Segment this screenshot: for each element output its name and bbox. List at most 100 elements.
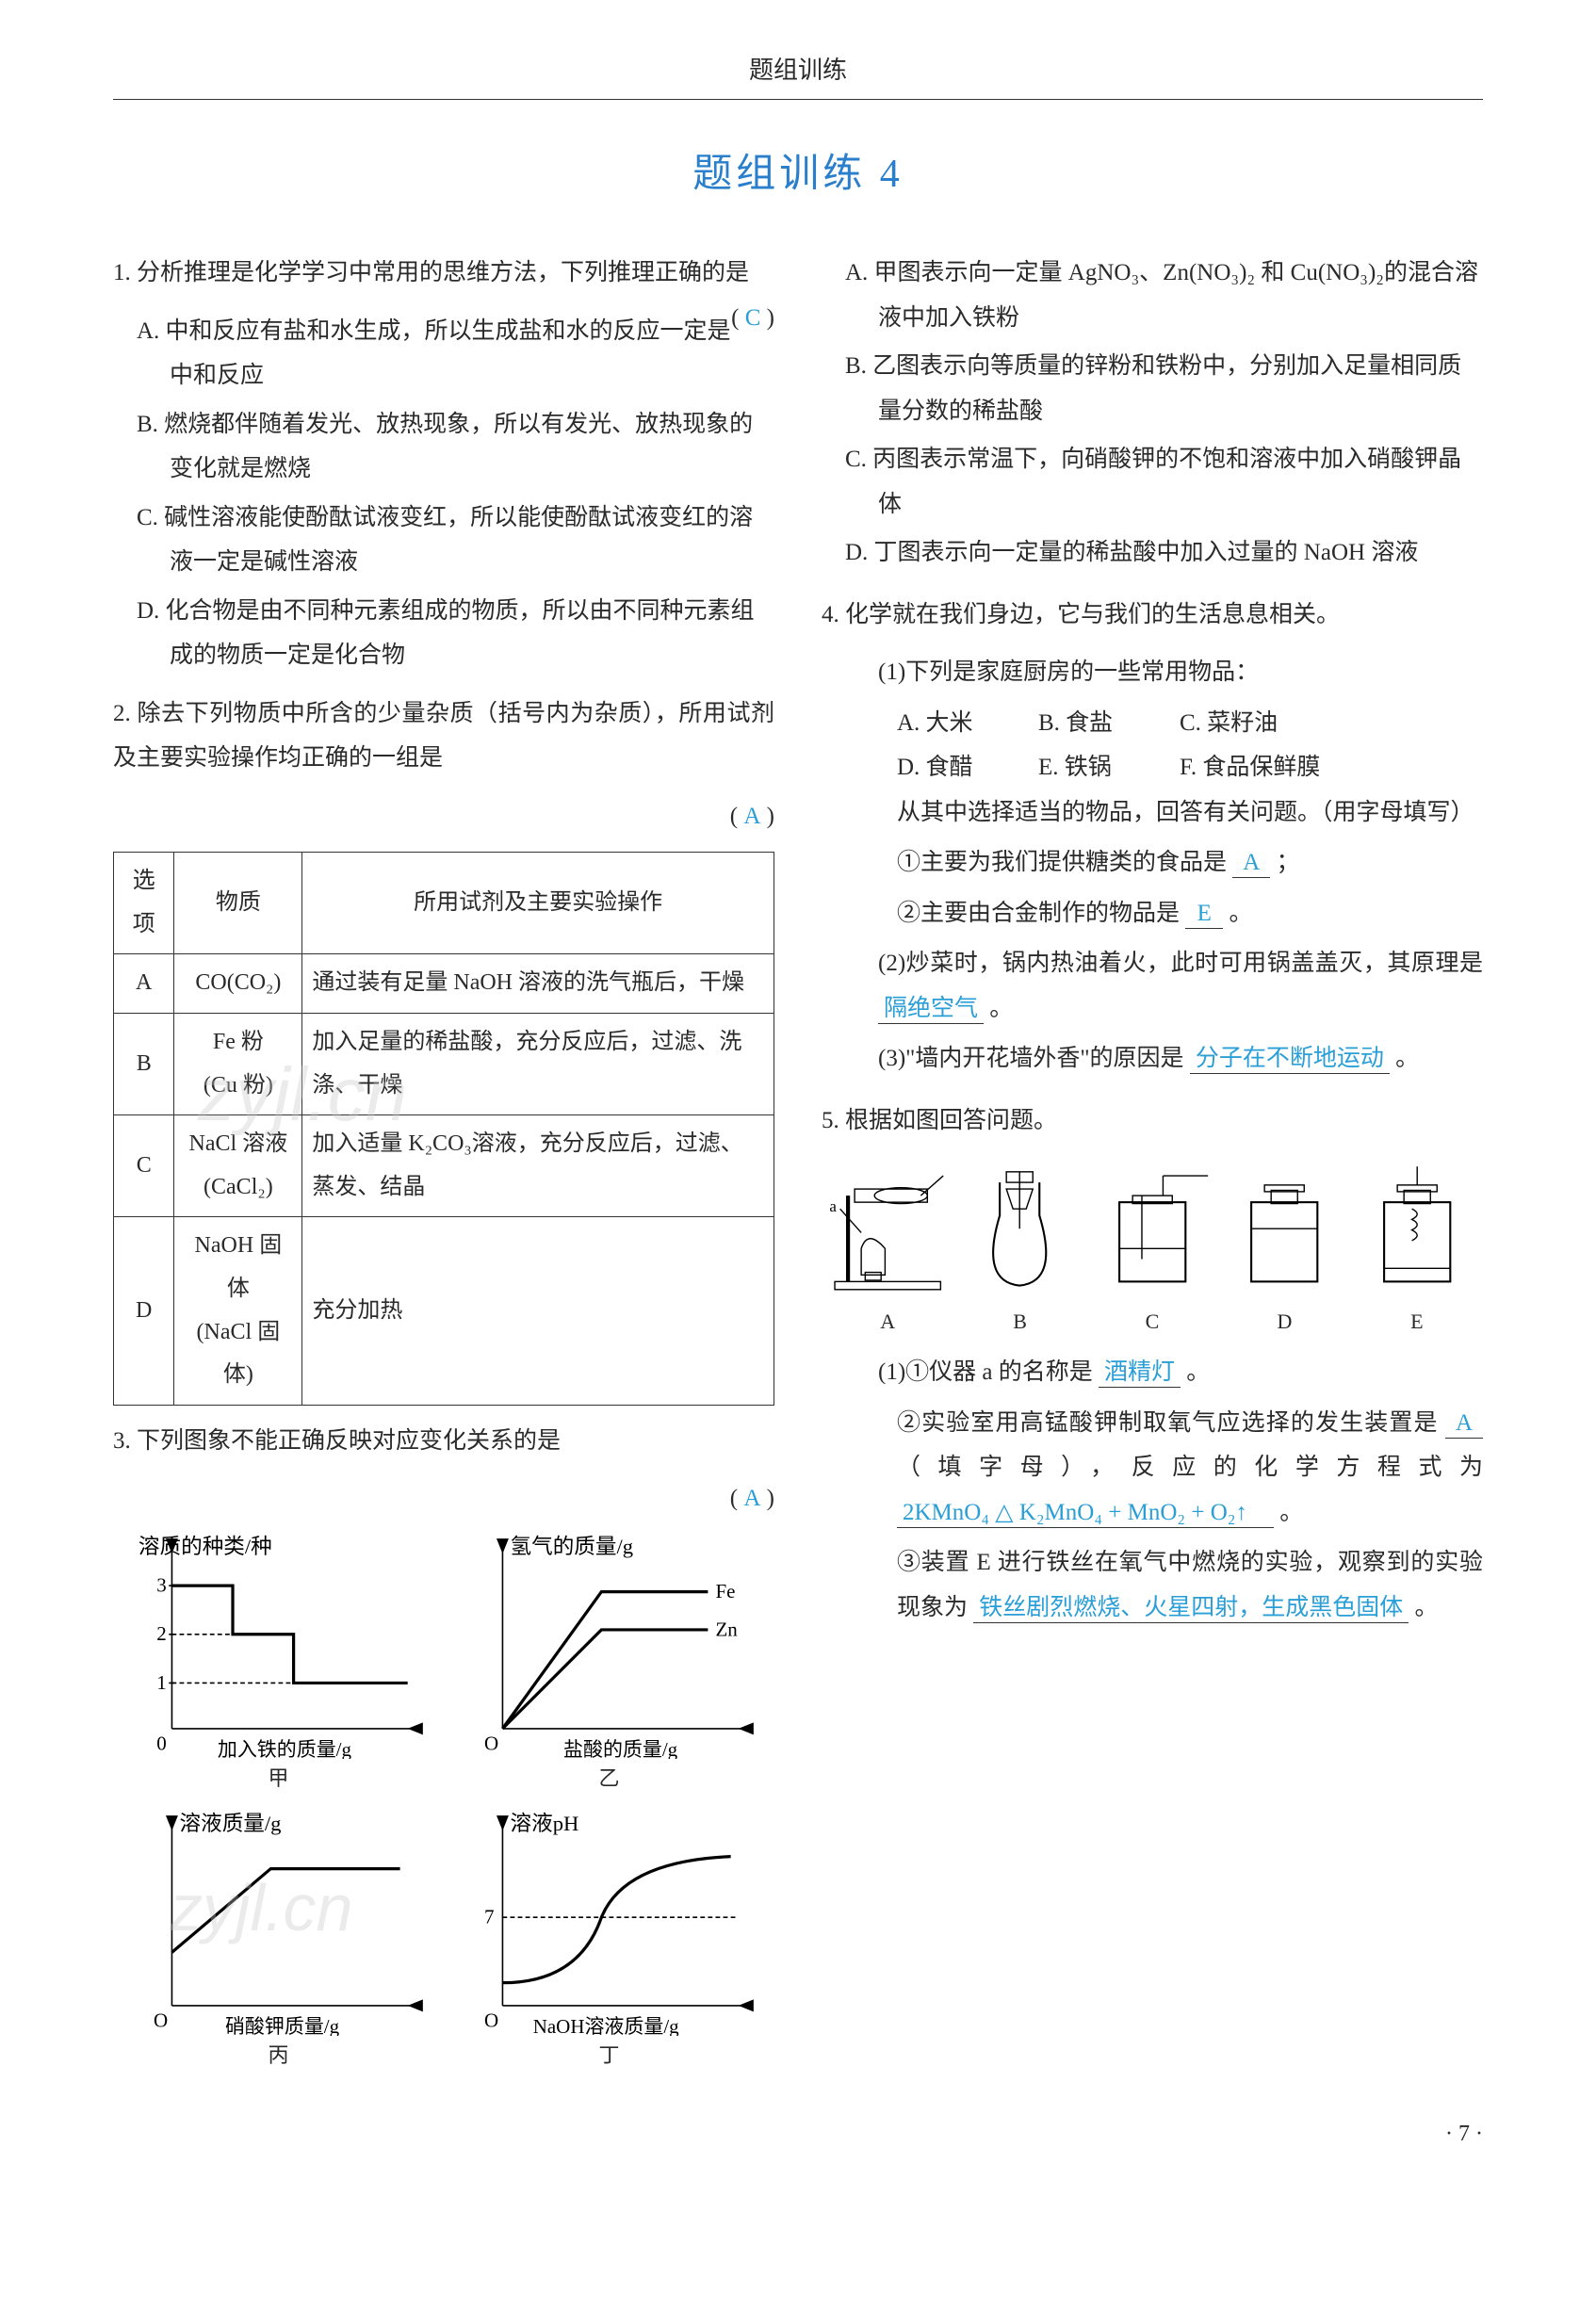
svg-text:2: 2: [156, 1622, 166, 1645]
device-e: E: [1351, 1156, 1483, 1341]
q2-stem: 2. 除去下列物质中所含的少量杂质（括号内为杂质），所用试剂及主要实验操作均正确…: [113, 701, 774, 772]
device-label: B: [953, 1302, 1085, 1342]
q5-p1-2-ans1: A: [1445, 1409, 1483, 1439]
q4-item: E. 铁锅: [1038, 745, 1151, 790]
q3-opt-c: C. 丙图表示常温下，向硝酸钾的不饱和溶液中加入硝酸钾晶体: [822, 437, 1483, 527]
q2: 2. 除去下列物质中所含的少量杂质（括号内为杂质），所用试剂及主要实验操作均正确…: [113, 691, 774, 781]
svg-text:溶液pH: 溶液pH: [511, 1812, 579, 1835]
q5-p1-2a: ②实验室用高锰酸钾制取氧气应选择的发生装置是: [897, 1410, 1439, 1436]
q4-p3-label: (3)"墙内开花墙外香"的原因是: [878, 1046, 1184, 1071]
chart-row-2: 溶液质量/g O 硝酸钾质量/g 丙 溶液pH 7 O: [113, 1808, 774, 2075]
svg-text:Fe: Fe: [716, 1580, 736, 1602]
table-cell: A: [114, 954, 174, 1014]
device-label: A: [822, 1302, 953, 1342]
table-cell: 通过装有足量 NaOH 溶液的洗气瓶后，干燥: [302, 954, 774, 1014]
q5-p1-2b: （填字母），反应的化学方程式为: [897, 1455, 1483, 1480]
svg-text:加入铁的质量/g: 加入铁的质量/g: [218, 1738, 352, 1759]
q1-opt-d: D. 化合物是由不同种元素组成的物质，所以由不同种元素组成的物质一定是化合物: [113, 589, 774, 678]
page-number: · 7 ·: [113, 2113, 1483, 2156]
left-column: 1. 分析推理是化学学习中常用的思维方法，下列推理正确的是 ( C ) A. 中…: [113, 251, 774, 2084]
svg-text:O: O: [484, 1732, 498, 1754]
svg-text:氢气的质量/g: 氢气的质量/g: [511, 1535, 634, 1558]
q4-p3-ans: 分子在不断地运动: [1190, 1045, 1390, 1074]
q2-answer: A: [743, 804, 760, 829]
q5-p1-3-ans: 铁丝剧烈燃烧、火星四射，生成黑色固体: [973, 1594, 1409, 1623]
table-cell: Fe 粉 (Cu 粉): [174, 1013, 302, 1114]
device-b: B: [953, 1156, 1085, 1341]
q4-item: F. 食品保鲜膜: [1180, 745, 1320, 790]
q1-paren: ( C ): [731, 296, 774, 341]
q5-p1-2-ans2: 2KMnO₄ △ K₂MnO₄ + MnO₂ + O₂↑: [897, 1499, 1274, 1528]
q3-paren-row: ( A ): [113, 1476, 774, 1521]
device-d: D: [1218, 1156, 1350, 1341]
chart-yi-caption: 乙: [457, 1759, 761, 1798]
table-cell: NaCl 溶液 (CaCl₂): [174, 1115, 302, 1217]
table-header: 选项: [114, 853, 174, 954]
q4-p2-tail: 。: [989, 996, 1013, 1021]
table-header: 物质: [174, 853, 302, 954]
svg-text:NaOH溶液质量/g: NaOH溶液质量/g: [533, 2015, 679, 2036]
device-a: a A: [822, 1156, 953, 1341]
q3: 3. 下列图象不能正确反映对应变化关系的是: [113, 1419, 774, 1464]
table-cell: C: [114, 1115, 174, 1217]
q3-opt-d: D. 丁图表示向一定量的稀盐酸中加入过量的 NaOH 溶液: [822, 530, 1483, 576]
q4-p3-tail: 。: [1395, 1046, 1419, 1071]
q5-stem: 5. 根据如图回答问题。: [822, 1098, 1483, 1144]
table-cell: 加入足量的稀盐酸，充分反应后，过滤、洗涤、干燥: [302, 1013, 774, 1114]
q4-item: B. 食盐: [1038, 701, 1151, 746]
q1-opt-c: C. 碱性溶液能使酚酞试液变红，所以能使酚酞试液变红的溶液一定是碱性溶液: [113, 496, 774, 585]
q1-stem: 1. 分析推理是化学学习中常用的思维方法，下列推理正确的是: [113, 260, 749, 285]
table-cell: CO(CO₂): [174, 954, 302, 1014]
q4-item: A. 大米: [897, 701, 1010, 746]
q3-opt-b: B. 乙图表示向等质量的锌粉和铁粉中，分别加入足量相同质量分数的稀盐酸: [822, 344, 1483, 433]
q4-items-row: D. 食醋 E. 铁锅 F. 食品保鲜膜: [822, 745, 1483, 790]
q4-blank1: ①主要为我们提供糖类的食品是 A ；: [822, 840, 1483, 886]
page-header: 题组训练: [113, 47, 1483, 100]
q2-paren-row: ( A ): [113, 794, 774, 839]
q4-item: D. 食醋: [897, 745, 1010, 790]
q5-p1-1-tail: 。: [1186, 1359, 1210, 1385]
chart-ding-caption: 丁: [457, 2036, 761, 2075]
svg-text:a: a: [829, 1197, 837, 1215]
chart-ding: 溶液pH 7 O NaOH溶液质量/g 丁: [457, 1808, 761, 2075]
q5-p1-1-label: (1)①仪器 a 的名称是: [878, 1359, 1093, 1385]
chart-bing: 溶液质量/g O 硝酸钾质量/g 丙: [126, 1808, 431, 2075]
q1-answer: C: [745, 305, 761, 331]
svg-text:7: 7: [484, 1905, 494, 1928]
q4-p2-label: (2)炒菜时，锅内热油着火，此时可用锅盖盖灭，其原理是: [878, 951, 1483, 976]
chart-bing-caption: 丙: [126, 2036, 431, 2075]
svg-text:1: 1: [156, 1671, 166, 1694]
chart-jia-caption: 甲: [126, 1759, 431, 1798]
table-cell: NaOH 固体 (NaCl 固体): [174, 1217, 302, 1405]
table-cell: 加入适量 K₂CO₃溶液，充分反应后，过滤、蒸发、结晶: [302, 1115, 774, 1217]
device-label: C: [1086, 1302, 1218, 1342]
q5-p1-1: (1)①仪器 a 的名称是 酒精灯 。: [822, 1350, 1483, 1395]
q4-blank2-tail: 。: [1230, 901, 1253, 926]
device-label: D: [1218, 1302, 1350, 1342]
device-c: C: [1086, 1156, 1218, 1341]
svg-text:溶质的种类/种: 溶质的种类/种: [138, 1535, 272, 1558]
q4-p2: (2)炒菜时，锅内热油着火，此时可用锅盖盖灭，其原理是 隔绝空气 。: [822, 941, 1483, 1031]
svg-text:盐酸的质量/g: 盐酸的质量/g: [563, 1738, 678, 1759]
q4-blank2-label: ②主要由合金制作的物品是: [897, 901, 1180, 926]
q1-opt-b: B. 燃烧都伴随着发光、放热现象，所以有发光、放热现象的变化就是燃烧: [113, 402, 774, 492]
q4-blank2: ②主要由合金制作的物品是 E 。: [822, 891, 1483, 936]
content-columns: 1. 分析推理是化学学习中常用的思维方法，下列推理正确的是 ( C ) A. 中…: [113, 251, 1483, 2084]
q4-p1-tail: 从其中选择适当的物品，回答有关问题。（用字母填写）: [822, 790, 1483, 836]
svg-text:溶液质量/g: 溶液质量/g: [180, 1812, 282, 1835]
q4-blank2-ans: E: [1185, 900, 1223, 929]
chart-jia: 溶质的种类/种 3 2 1 0 加入铁的质量/g 甲: [126, 1531, 431, 1798]
q4-blank1-label: ①主要为我们提供糖类的食品是: [897, 850, 1227, 875]
chart-yi: 氢气的质量/g Fe Zn O 盐酸的质量/g 乙: [457, 1531, 761, 1798]
q3-stem: 3. 下列图象不能正确反映对应变化关系的是: [113, 1428, 561, 1454]
table-cell: D: [114, 1217, 174, 1405]
q1: 1. 分析推理是化学学习中常用的思维方法，下列推理正确的是 ( C ): [113, 251, 774, 296]
q2-table: 选项 物质 所用试剂及主要实验操作 A CO(CO₂) 通过装有足量 NaOH …: [113, 852, 774, 1406]
chart-row-1: 溶质的种类/种 3 2 1 0 加入铁的质量/g 甲: [113, 1531, 774, 1798]
svg-text:Zn: Zn: [716, 1618, 739, 1640]
q4-item: C. 菜籽油: [1180, 701, 1293, 746]
q1-opt-a: A. 中和反应有盐和水生成，所以生成盐和水的反应一定是中和反应: [113, 309, 774, 399]
q4-p2-ans: 隔绝空气: [878, 995, 984, 1024]
q4-items-row: A. 大米 B. 食盐 C. 菜籽油: [822, 701, 1483, 746]
q5-p1-3-tail: 。: [1415, 1595, 1439, 1620]
